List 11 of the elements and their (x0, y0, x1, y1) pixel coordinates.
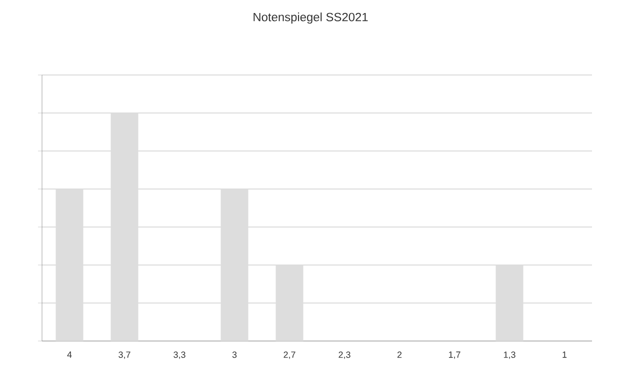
chart-title: Notenspiegel SS2021 (254, 12, 368, 24)
x-tick-label: 1,7 (448, 352, 460, 359)
x-tick-label: 2,7 (284, 352, 296, 359)
x-tick-label: 3,3 (174, 352, 186, 359)
x-tick-label: 1,3 (504, 352, 516, 359)
x-tick-label: 2,3 (338, 352, 350, 359)
x-tick-label: 3,7 (118, 352, 130, 359)
x-tick-label: 1 (562, 352, 567, 358)
x-tick-label: 4 (67, 352, 72, 358)
x-tick-label: 2 (397, 352, 402, 358)
x-tick-label: 3 (232, 352, 237, 358)
